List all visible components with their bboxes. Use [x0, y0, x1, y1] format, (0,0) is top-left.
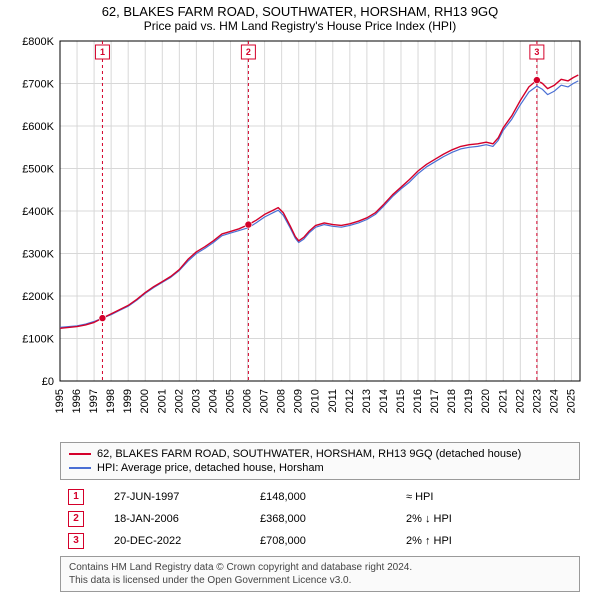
svg-text:2015: 2015 — [395, 389, 407, 413]
svg-text:2024: 2024 — [548, 389, 560, 413]
svg-text:£800K: £800K — [22, 36, 54, 48]
svg-text:2019: 2019 — [463, 389, 475, 413]
credit-line1: Contains HM Land Registry data © Crown c… — [69, 561, 571, 574]
svg-text:2: 2 — [246, 47, 251, 57]
svg-text:2018: 2018 — [446, 389, 458, 413]
sale-vs-hpi: 2% ↓ HPI — [398, 508, 580, 530]
sale-row: 3 20-DEC-2022£708,0002% ↑ HPI — [60, 530, 580, 552]
svg-text:3: 3 — [534, 47, 539, 57]
sale-date: 20-DEC-2022 — [106, 530, 252, 552]
sales-table: 1 27-JUN-1997£148,000≈ HPI 2 18-JAN-2006£36… — [60, 486, 580, 552]
svg-text:2005: 2005 — [224, 389, 236, 413]
sale-marker-icon: 1 — [68, 489, 84, 505]
legend-swatch-hpi — [69, 467, 91, 469]
svg-text:2002: 2002 — [173, 389, 185, 413]
svg-text:1998: 1998 — [105, 389, 117, 413]
legend-label-hpi: HPI: Average price, detached house, Hors… — [97, 462, 324, 474]
svg-text:2025: 2025 — [565, 389, 577, 413]
svg-text:2010: 2010 — [310, 389, 322, 413]
sale-marker-icon: 2 — [68, 511, 84, 527]
svg-text:£600K: £600K — [22, 121, 54, 133]
svg-text:2008: 2008 — [276, 389, 288, 413]
sale-date: 18-JAN-2006 — [106, 508, 252, 530]
svg-text:2022: 2022 — [514, 389, 526, 413]
svg-text:2021: 2021 — [497, 389, 509, 413]
sale-marker-icon: 3 — [68, 533, 84, 549]
sale-vs-hpi: 2% ↑ HPI — [398, 530, 580, 552]
svg-text:2003: 2003 — [190, 389, 202, 413]
credit-box: Contains HM Land Registry data © Crown c… — [60, 556, 580, 592]
sale-vs-hpi: ≈ HPI — [398, 486, 580, 508]
svg-text:2017: 2017 — [429, 389, 441, 413]
svg-text:2001: 2001 — [156, 389, 168, 413]
svg-text:1: 1 — [100, 47, 105, 57]
svg-text:2006: 2006 — [242, 389, 254, 413]
legend-label-price-paid: 62, BLAKES FARM ROAD, SOUTHWATER, HORSHA… — [97, 448, 521, 460]
svg-text:1996: 1996 — [71, 389, 83, 413]
legend-row-price-paid: 62, BLAKES FARM ROAD, SOUTHWATER, HORSHA… — [69, 447, 571, 461]
svg-text:£500K: £500K — [22, 164, 54, 176]
chart-title-block: 62, BLAKES FARM ROAD, SOUTHWATER, HORSHA… — [0, 0, 600, 35]
sale-price: £368,000 — [252, 508, 398, 530]
svg-text:1997: 1997 — [88, 389, 100, 413]
sale-row: 1 27-JUN-1997£148,000≈ HPI — [60, 486, 580, 508]
svg-text:2011: 2011 — [327, 389, 339, 413]
svg-text:2014: 2014 — [378, 389, 390, 413]
svg-text:£700K: £700K — [22, 79, 54, 91]
sale-price: £148,000 — [252, 486, 398, 508]
legend-swatch-price-paid — [69, 453, 91, 455]
svg-text:£100K: £100K — [22, 334, 54, 346]
svg-text:£400K: £400K — [22, 206, 54, 218]
svg-text:2012: 2012 — [344, 389, 356, 413]
price-chart: £0 £100K £200K £300K £400K £500K £600K £700K £80… — [0, 35, 600, 435]
chart-title-line2: Price paid vs. HM Land Registry's House … — [0, 19, 600, 33]
legend: 62, BLAKES FARM ROAD, SOUTHWATER, HORSHA… — [60, 442, 580, 480]
svg-text:2009: 2009 — [293, 389, 305, 413]
chart-container: £0 £100K £200K £300K £400K £500K £600K £700K £80… — [0, 35, 600, 438]
svg-text:2000: 2000 — [139, 389, 151, 413]
legend-row-hpi: HPI: Average price, detached house, Hors… — [69, 461, 571, 475]
svg-text:2013: 2013 — [361, 389, 373, 413]
svg-text:£0: £0 — [42, 376, 54, 388]
credit-line2: This data is licensed under the Open Gov… — [69, 574, 571, 587]
svg-text:£200K: £200K — [22, 291, 54, 303]
svg-text:£300K: £300K — [22, 249, 54, 261]
svg-text:2020: 2020 — [480, 389, 492, 413]
svg-text:1995: 1995 — [54, 389, 66, 413]
svg-text:2016: 2016 — [412, 389, 424, 413]
svg-text:1999: 1999 — [122, 389, 134, 413]
chart-title-line1: 62, BLAKES FARM ROAD, SOUTHWATER, HORSHA… — [0, 4, 600, 19]
svg-text:2023: 2023 — [531, 389, 543, 413]
svg-text:2004: 2004 — [207, 389, 219, 413]
sale-date: 27-JUN-1997 — [106, 486, 252, 508]
sale-price: £708,000 — [252, 530, 398, 552]
sale-row: 2 18-JAN-2006£368,0002% ↓ HPI — [60, 508, 580, 530]
svg-text:2007: 2007 — [259, 389, 271, 413]
